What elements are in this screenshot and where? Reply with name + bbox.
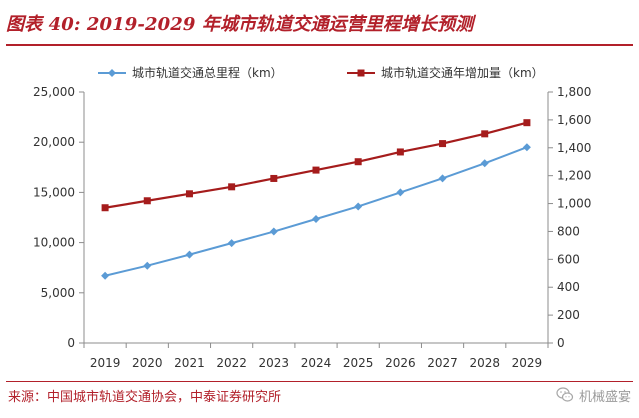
series-2-point <box>312 166 320 174</box>
right-axis-tick-label: 1,800 <box>557 85 591 99</box>
series-1-point <box>480 159 489 168</box>
series-1-point <box>438 174 447 183</box>
right-axis-tick-label: 1,600 <box>557 113 591 127</box>
series-2-point <box>143 197 151 205</box>
series-1-point <box>227 239 236 248</box>
series-2-point <box>228 183 236 191</box>
right-axis-tick-label: 600 <box>557 252 580 266</box>
series-1-point <box>185 250 194 259</box>
source-divider <box>6 381 633 382</box>
x-axis-tick-label: 2029 <box>512 356 543 370</box>
left-axis-tick-label: 15,000 <box>33 185 75 199</box>
series-2-point <box>270 174 278 182</box>
chart-title: 图表 40: 2019-2029 年城市轨道交通运营里程增长预测 <box>6 14 474 35</box>
right-axis-tick-label: 1,200 <box>557 169 591 183</box>
series-1-point <box>522 143 531 152</box>
source-note: 来源：中国城市轨道交通协会，中泰证券研究所 <box>8 390 282 405</box>
watermark-text: 机械盛宴 <box>578 389 631 405</box>
series-2-point <box>101 204 109 212</box>
x-axis-tick-label: 2026 <box>385 356 416 370</box>
line-chart: 0 5,000 10,000 15,000 20,000 25,000 0 200 400 600… <box>33 65 591 370</box>
series-1-point <box>354 202 363 211</box>
series-2-point <box>185 190 193 198</box>
left-axis-tick-label: 25,000 <box>33 85 75 99</box>
legend-marker <box>357 69 365 77</box>
legend-marker <box>108 69 116 77</box>
x-axis-tick-label: 2024 <box>301 356 332 370</box>
right-axis-tick-label: 800 <box>557 224 580 238</box>
series-2-line <box>104 121 528 209</box>
x-axis-tick-label: 2021 <box>174 356 205 370</box>
left-axis-tick-label: 5,000 <box>41 286 75 300</box>
series-2-point <box>439 140 447 148</box>
series-1-point <box>269 227 278 236</box>
right-axis-tick-label: 400 <box>557 280 580 294</box>
series-2-point <box>523 119 531 127</box>
legend-label: 城市轨道交通年增加量（km） <box>381 65 544 80</box>
right-axis-tick-label: 200 <box>557 308 580 322</box>
series-2-point <box>396 148 404 156</box>
series-1-point <box>101 271 110 280</box>
series-2-point <box>354 158 362 166</box>
left-axis-tick-label: 10,000 <box>33 236 75 250</box>
title-divider <box>6 44 633 46</box>
left-axis-tick-label: 0 <box>67 336 75 350</box>
series-1-point <box>396 188 405 197</box>
right-axis-tick-label: 1,400 <box>557 141 591 155</box>
x-axis-tick-label: 2028 <box>469 356 500 370</box>
right-axis-tick-label: 0 <box>557 336 565 350</box>
watermark: 机械盛宴 <box>556 382 631 408</box>
wechat-icon <box>556 387 574 402</box>
legend-label: 城市轨道交通总里程（km） <box>132 65 283 80</box>
x-axis-tick-label: 2027 <box>427 356 458 370</box>
x-axis-tick-label: 2023 <box>259 356 290 370</box>
x-axis-tick-label: 2022 <box>216 356 247 370</box>
series-1-point <box>143 261 152 270</box>
series-2-point <box>481 130 489 138</box>
x-axis-tick-label: 2020 <box>132 356 163 370</box>
series-1-point <box>312 215 320 224</box>
x-axis-tick-label: 2019 <box>90 356 121 370</box>
series-1-line <box>104 146 528 277</box>
x-axis-tick-label: 2025 <box>343 356 374 370</box>
right-axis-tick-label: 1,000 <box>557 197 591 211</box>
left-axis-tick-label: 20,000 <box>33 135 75 149</box>
